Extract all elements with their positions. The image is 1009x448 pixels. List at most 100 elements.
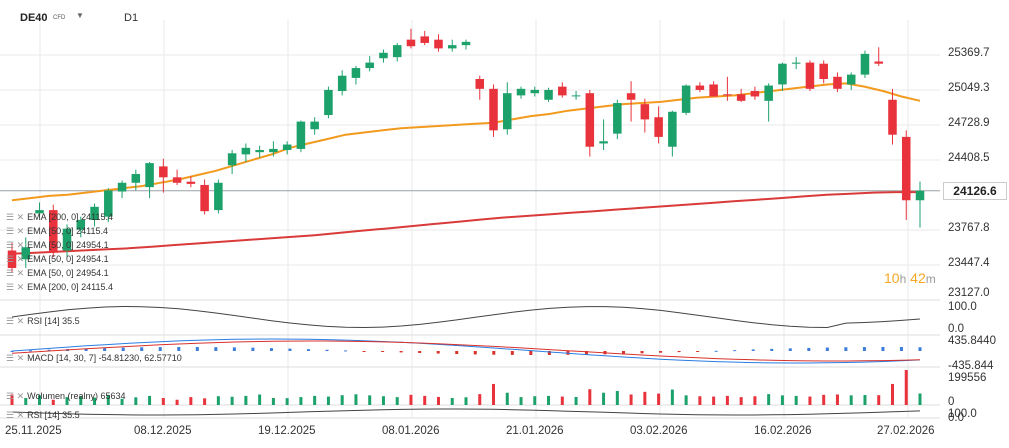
volume-bar bbox=[258, 394, 262, 405]
macd-histogram-bar bbox=[788, 348, 792, 351]
candle-down bbox=[750, 91, 760, 97]
symbol-dropdown-icon[interactable]: ▼ bbox=[76, 11, 84, 20]
macd-histogram-bar bbox=[177, 347, 181, 351]
volume-bar bbox=[313, 395, 317, 405]
volume-bar bbox=[780, 395, 784, 405]
candle-up bbox=[324, 89, 333, 116]
volume-bar bbox=[175, 399, 179, 405]
legend-ema-5[interactable]: ☰ ✕ EMA [50, 0] 24954.1 bbox=[6, 268, 109, 278]
legend-rsi[interactable]: ☰ ✕ RSI [14] 35.5 bbox=[6, 316, 80, 326]
volume-bar bbox=[189, 397, 193, 405]
candle-up bbox=[379, 52, 388, 59]
volume-bar bbox=[505, 392, 509, 405]
volume-bar bbox=[574, 396, 578, 405]
macd-histogram-bar bbox=[158, 347, 162, 351]
legend-ema-6[interactable]: ☰ ✕ EMA [200, 0] 24115.4 bbox=[6, 282, 114, 292]
candle-down bbox=[695, 85, 705, 90]
volume-bar bbox=[712, 396, 716, 405]
drag-handle-icon[interactable]: ☰ ✕ bbox=[6, 391, 25, 401]
volume-bar bbox=[464, 397, 468, 405]
candle-up bbox=[76, 219, 86, 230]
candle-up bbox=[269, 148, 278, 153]
candle-down bbox=[49, 210, 58, 253]
legend-ema-2[interactable]: ☰ ✕ EMA [50, 0] 24115.4 bbox=[6, 226, 109, 236]
macd-histogram-bar bbox=[547, 351, 551, 355]
volume-bar bbox=[753, 396, 757, 405]
macd-histogram-bar bbox=[844, 347, 848, 351]
drag-handle-icon[interactable]: ☰ ✕ bbox=[6, 282, 25, 292]
y-tick-label: 23127.0 bbox=[948, 287, 990, 299]
legend-rsi-2[interactable]: ☰ ✕ RSI [14] 35.5 bbox=[6, 410, 80, 420]
macd-histogram-bar bbox=[362, 351, 366, 352]
volume-bar bbox=[904, 370, 908, 405]
macd-histogram-bar bbox=[47, 349, 51, 351]
candle-up bbox=[351, 68, 361, 78]
macd-histogram-bar bbox=[195, 347, 199, 351]
candle-down bbox=[888, 99, 897, 135]
drag-handle-icon[interactable]: ☰ ✕ bbox=[6, 353, 25, 363]
volume-bar bbox=[835, 394, 839, 405]
candle-down bbox=[7, 250, 17, 268]
volume-bar bbox=[354, 394, 358, 405]
candle-up bbox=[530, 89, 540, 94]
volume-bar bbox=[423, 395, 427, 405]
macd-signal-line bbox=[11, 340, 921, 362]
volume-bar bbox=[849, 395, 853, 405]
y-tick-label: 25049.3 bbox=[948, 82, 990, 94]
y-tick-label: 23447.4 bbox=[948, 257, 990, 269]
legend-ema-1[interactable]: ☰ ✕ EMA [200, 0] 24115.4 bbox=[6, 212, 114, 222]
volume-bar bbox=[657, 393, 661, 405]
drag-handle-icon[interactable]: ☰ ✕ bbox=[6, 254, 25, 264]
macd-histogram-bar bbox=[881, 347, 885, 351]
candle-down bbox=[874, 61, 883, 64]
candle-countdown: 10h 42m bbox=[884, 270, 936, 286]
macd-histogram-bar bbox=[807, 347, 811, 351]
legend-macd[interactable]: ☰ ✕ MACD [14, 30, 7] -54.81230, 62.57710 bbox=[6, 353, 182, 363]
drag-handle-icon[interactable]: ☰ ✕ bbox=[6, 410, 25, 420]
macd-histogram-bar bbox=[918, 347, 922, 351]
legend-volume[interactable]: ☰ ✕ Wolumen (realny) 65634 bbox=[6, 391, 126, 401]
macd-histogram-bar bbox=[10, 351, 14, 352]
candle-up bbox=[778, 63, 787, 85]
volume-max-label: 199556 bbox=[948, 372, 987, 384]
rsi-line bbox=[11, 305, 921, 329]
volume-bar bbox=[808, 396, 812, 405]
timeframe-selector[interactable]: D1 bbox=[124, 12, 139, 24]
x-tick-label: 03.02.2026 bbox=[630, 425, 688, 437]
x-tick-label: 08.12.2025 bbox=[134, 425, 192, 437]
candle-up bbox=[846, 74, 856, 85]
candle-up bbox=[104, 190, 113, 217]
volume-bar bbox=[533, 396, 537, 405]
symbol-type: CFD bbox=[53, 15, 66, 21]
volume-bar bbox=[65, 397, 69, 405]
volume-bar bbox=[299, 397, 303, 405]
volume-bar bbox=[918, 393, 922, 405]
candle-up bbox=[337, 75, 347, 92]
legend-ema-3[interactable]: ☰ ✕ EMA [50, 0] 24954.1 bbox=[6, 240, 109, 250]
symbol-name[interactable]: DE40 bbox=[20, 12, 48, 24]
candle-up bbox=[255, 150, 264, 153]
candle-down bbox=[654, 117, 663, 137]
candle-down bbox=[626, 93, 636, 100]
macd-histogram-bar bbox=[269, 348, 273, 351]
candle-down bbox=[736, 94, 746, 101]
volume-bar bbox=[684, 395, 688, 405]
volume-bar bbox=[822, 394, 826, 405]
legend-ema-4[interactable]: ☰ ✕ EMA [50, 0] 24954.1 bbox=[6, 254, 109, 264]
drag-handle-icon[interactable]: ☰ ✕ bbox=[6, 212, 25, 222]
drag-handle-icon[interactable]: ☰ ✕ bbox=[6, 226, 25, 236]
macd-histogram-bar bbox=[677, 351, 681, 353]
drag-handle-icon[interactable]: ☰ ✕ bbox=[6, 240, 25, 250]
macd-histogram-bar bbox=[770, 348, 774, 351]
drag-handle-icon[interactable]: ☰ ✕ bbox=[6, 316, 25, 326]
volume-bar bbox=[120, 398, 124, 405]
macd-histogram-bar bbox=[510, 351, 514, 355]
macd-histogram-bar bbox=[418, 351, 422, 354]
candle-down bbox=[475, 78, 485, 89]
candle-down bbox=[159, 166, 168, 178]
candle-up bbox=[392, 45, 402, 58]
ema200-line bbox=[11, 191, 920, 255]
drag-handle-icon[interactable]: ☰ ✕ bbox=[6, 268, 25, 278]
